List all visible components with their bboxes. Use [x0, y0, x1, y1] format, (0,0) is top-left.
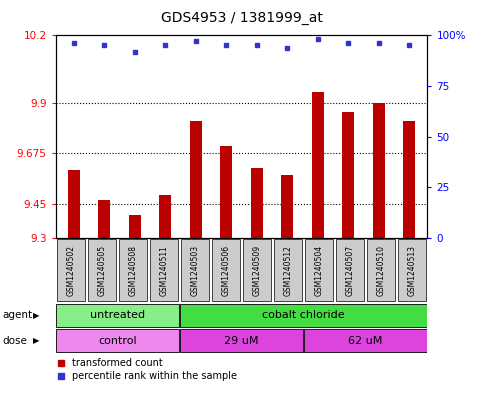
Bar: [274, 239, 302, 301]
Text: 29 uM: 29 uM: [224, 336, 259, 346]
Bar: [128, 215, 141, 238]
Text: GSM1240507: GSM1240507: [345, 244, 355, 296]
Bar: [251, 168, 263, 238]
Bar: [336, 239, 364, 301]
Text: agent: agent: [2, 310, 32, 320]
Text: GSM1240510: GSM1240510: [376, 245, 385, 296]
Bar: [305, 239, 333, 301]
Text: GSM1240504: GSM1240504: [314, 244, 324, 296]
Text: cobalt chloride: cobalt chloride: [262, 310, 345, 320]
Bar: [243, 239, 271, 301]
Text: control: control: [98, 336, 137, 346]
Bar: [367, 239, 395, 301]
Bar: [304, 329, 426, 353]
Bar: [68, 170, 80, 238]
Text: transformed count: transformed count: [72, 358, 163, 367]
Bar: [57, 304, 179, 327]
Bar: [190, 121, 202, 238]
Text: GSM1240508: GSM1240508: [128, 245, 138, 296]
Text: ▶: ▶: [33, 336, 40, 345]
Text: GSM1240509: GSM1240509: [253, 244, 261, 296]
Text: GSM1240506: GSM1240506: [222, 244, 230, 296]
Bar: [159, 195, 171, 238]
Bar: [98, 200, 111, 238]
Text: GSM1240513: GSM1240513: [408, 245, 416, 296]
Bar: [181, 329, 302, 353]
Bar: [403, 121, 415, 238]
Text: GSM1240503: GSM1240503: [190, 244, 199, 296]
Bar: [57, 239, 85, 301]
Text: GSM1240511: GSM1240511: [159, 245, 169, 296]
Bar: [281, 175, 293, 238]
Bar: [398, 239, 426, 301]
Text: dose: dose: [2, 336, 28, 346]
Text: GSM1240505: GSM1240505: [98, 244, 107, 296]
Bar: [372, 103, 385, 238]
Bar: [150, 239, 178, 301]
Bar: [181, 304, 426, 327]
Bar: [57, 329, 179, 353]
Text: GDS4953 / 1381999_at: GDS4953 / 1381999_at: [160, 11, 323, 25]
Bar: [312, 92, 324, 238]
Bar: [342, 112, 355, 238]
Text: 62 uM: 62 uM: [348, 336, 383, 346]
Text: GSM1240502: GSM1240502: [67, 245, 75, 296]
Bar: [212, 239, 240, 301]
Text: untreated: untreated: [90, 310, 145, 320]
Bar: [181, 239, 209, 301]
Bar: [220, 145, 232, 238]
Bar: [119, 239, 147, 301]
Text: GSM1240512: GSM1240512: [284, 245, 293, 296]
Text: percentile rank within the sample: percentile rank within the sample: [72, 371, 237, 381]
Bar: [88, 239, 116, 301]
Text: ▶: ▶: [33, 311, 40, 320]
